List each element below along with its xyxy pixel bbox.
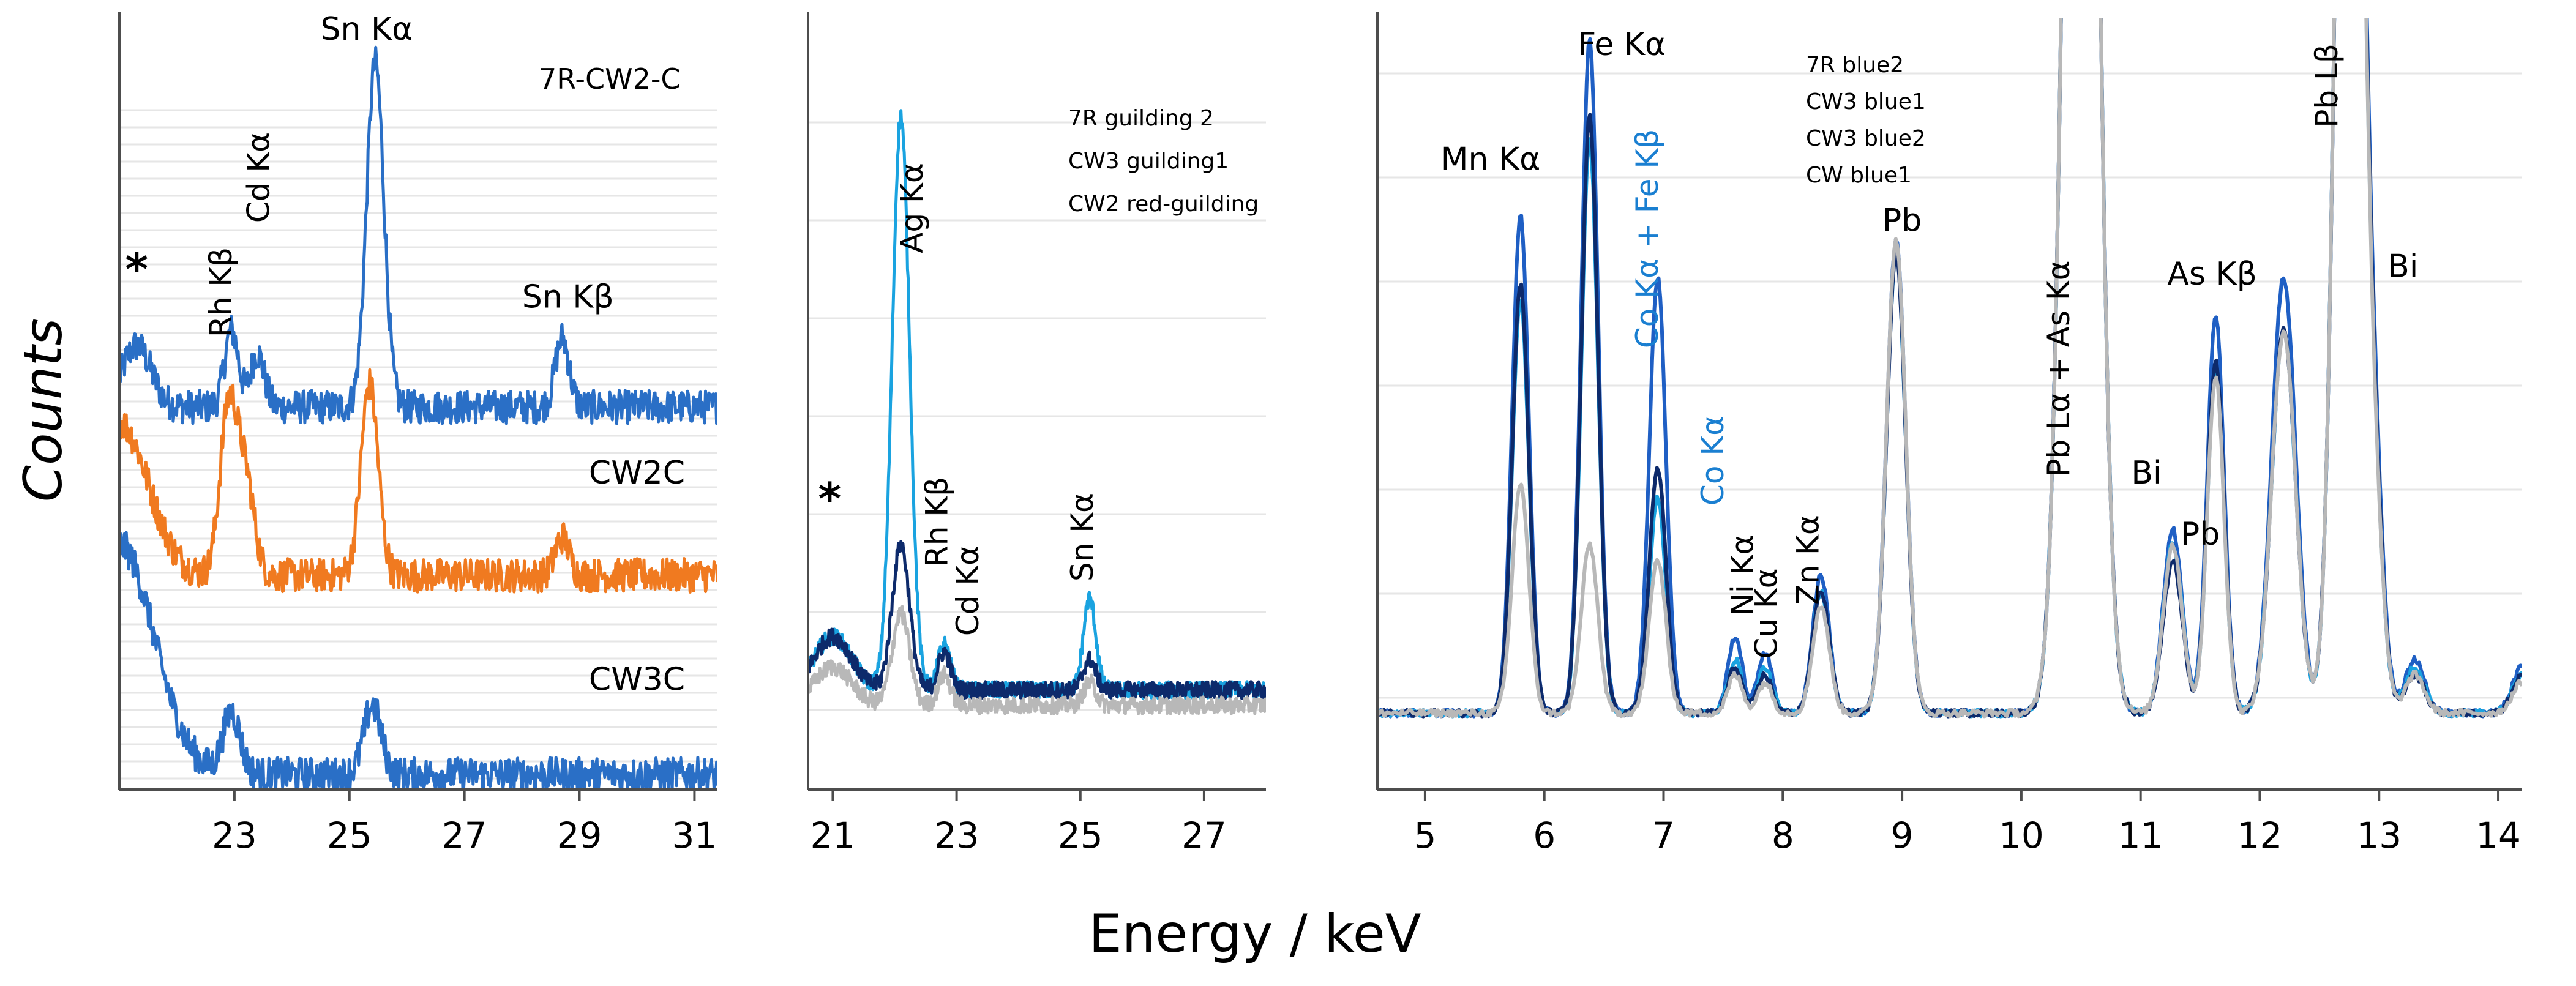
x-tick-label: 5 bbox=[1413, 815, 1436, 856]
x-tick-label: 14 bbox=[2476, 815, 2521, 856]
x-tick-label: 27 bbox=[1181, 815, 1227, 856]
panel-axes bbox=[118, 12, 717, 791]
gridlines bbox=[119, 109, 717, 780]
x-tick-label: 23 bbox=[934, 815, 979, 856]
peak-label: Cd Kα bbox=[241, 132, 276, 223]
peak-label: Sn Kα bbox=[321, 11, 413, 48]
peak-label: As Kβ bbox=[2167, 256, 2256, 293]
peak-label: Pb bbox=[2181, 516, 2220, 553]
legend-entry: CW blue1 bbox=[1806, 163, 1912, 188]
legend-entry: CW3 blue1 bbox=[1806, 89, 1926, 114]
x-tick-labels: 21 23 25 27 bbox=[811, 790, 1227, 856]
series-line bbox=[119, 45, 717, 425]
x-tick-label: 13 bbox=[2356, 815, 2402, 856]
peak-label: Pb Lβ bbox=[2309, 43, 2345, 128]
legend-entry: CW2 red-guilding bbox=[1068, 192, 1259, 217]
x-axis-title: Energy / keV bbox=[1088, 903, 1421, 965]
peak-label: * bbox=[125, 244, 148, 295]
x-tick-label: 31 bbox=[672, 815, 717, 856]
series-line bbox=[119, 368, 717, 594]
peak-label: * bbox=[818, 473, 842, 525]
peak-label: Pb Lα + As Kα bbox=[2041, 260, 2076, 477]
series-line bbox=[1377, 18, 2522, 719]
peak-label: Co Kα bbox=[1695, 416, 1731, 506]
peak-label: Cu Kα bbox=[1749, 568, 1784, 659]
legend-entry: 7R blue2 bbox=[1806, 53, 1904, 78]
x-tick-label: 6 bbox=[1533, 815, 1556, 856]
peak-label: Sn Kα bbox=[1065, 493, 1100, 581]
peak-label: Bi bbox=[2387, 248, 2418, 285]
peak-label: Rh Kβ bbox=[919, 477, 954, 567]
legend: 7R guilding 2 CW3 guilding1 CW2 red-guil… bbox=[1068, 106, 1259, 217]
x-tick-labels: 5 6 7 8 9 10 11 12 13 14 bbox=[1413, 790, 2521, 856]
x-tick-label: 23 bbox=[212, 815, 257, 856]
x-tick-label: 7 bbox=[1652, 815, 1675, 856]
series-line bbox=[119, 531, 717, 790]
x-tick-label: 11 bbox=[2118, 815, 2163, 856]
gridlines bbox=[1377, 72, 2522, 699]
peak-label: CW2C bbox=[589, 455, 685, 491]
peak-label: CW3C bbox=[589, 662, 685, 698]
peak-label: Rh Kβ bbox=[203, 247, 239, 337]
peak-label: Pb bbox=[1882, 203, 1922, 239]
spectra-series bbox=[808, 109, 1266, 715]
x-tick-label: 25 bbox=[327, 815, 372, 856]
panel-title: 7R-CW2-C bbox=[539, 62, 681, 95]
spectra-series bbox=[119, 45, 717, 790]
spectra-series bbox=[1377, 18, 2522, 719]
peak-label: Sn Kβ bbox=[522, 279, 614, 316]
series-line bbox=[808, 540, 1266, 700]
peak-label: Ni Kα bbox=[1725, 535, 1761, 616]
peak-label: Ag Kα bbox=[894, 163, 930, 253]
x-tick-label: 10 bbox=[1999, 815, 2044, 856]
peak-label: Mn Kα bbox=[1441, 141, 1541, 178]
y-axis-title: Counts bbox=[13, 318, 74, 502]
panel-transition-metals-spectrum: 5 6 7 8 9 10 11 12 13 14 Mn Kα Fe Kα Co Kα + Fe Kβ C… bbox=[1376, 12, 2522, 856]
series-line bbox=[1377, 18, 2522, 719]
panel-axes bbox=[807, 12, 1266, 791]
x-tick-label: 25 bbox=[1058, 815, 1103, 856]
peak-label: Fe Kα bbox=[1578, 26, 1666, 63]
series-line bbox=[1377, 18, 2522, 719]
legend-entry: CW3 guilding1 bbox=[1068, 149, 1229, 174]
x-tick-labels: 23 25 27 29 31 bbox=[212, 790, 717, 856]
x-tick-label: 21 bbox=[811, 815, 856, 856]
series-line bbox=[808, 605, 1266, 715]
peak-label: Co Kα + Fe Kβ bbox=[1630, 129, 1665, 348]
x-tick-label: 12 bbox=[2237, 815, 2283, 856]
panel-axes bbox=[1376, 12, 2522, 791]
x-tick-label: 27 bbox=[442, 815, 487, 856]
legend-entry: 7R guilding 2 bbox=[1068, 106, 1214, 131]
x-tick-label: 9 bbox=[1891, 815, 1914, 856]
x-tick-label: 8 bbox=[1772, 815, 1794, 856]
series-line bbox=[1377, 18, 2522, 719]
peak-label: Cd Kα bbox=[950, 545, 986, 636]
peak-label: Zn Kα bbox=[1791, 515, 1826, 605]
legend: 7R blue2 CW3 blue1 CW3 blue2 CW blue1 bbox=[1806, 53, 1926, 188]
x-tick-label: 29 bbox=[557, 815, 602, 856]
peak-label: Bi bbox=[2131, 455, 2162, 491]
legend-entry: CW3 blue2 bbox=[1806, 126, 1926, 151]
